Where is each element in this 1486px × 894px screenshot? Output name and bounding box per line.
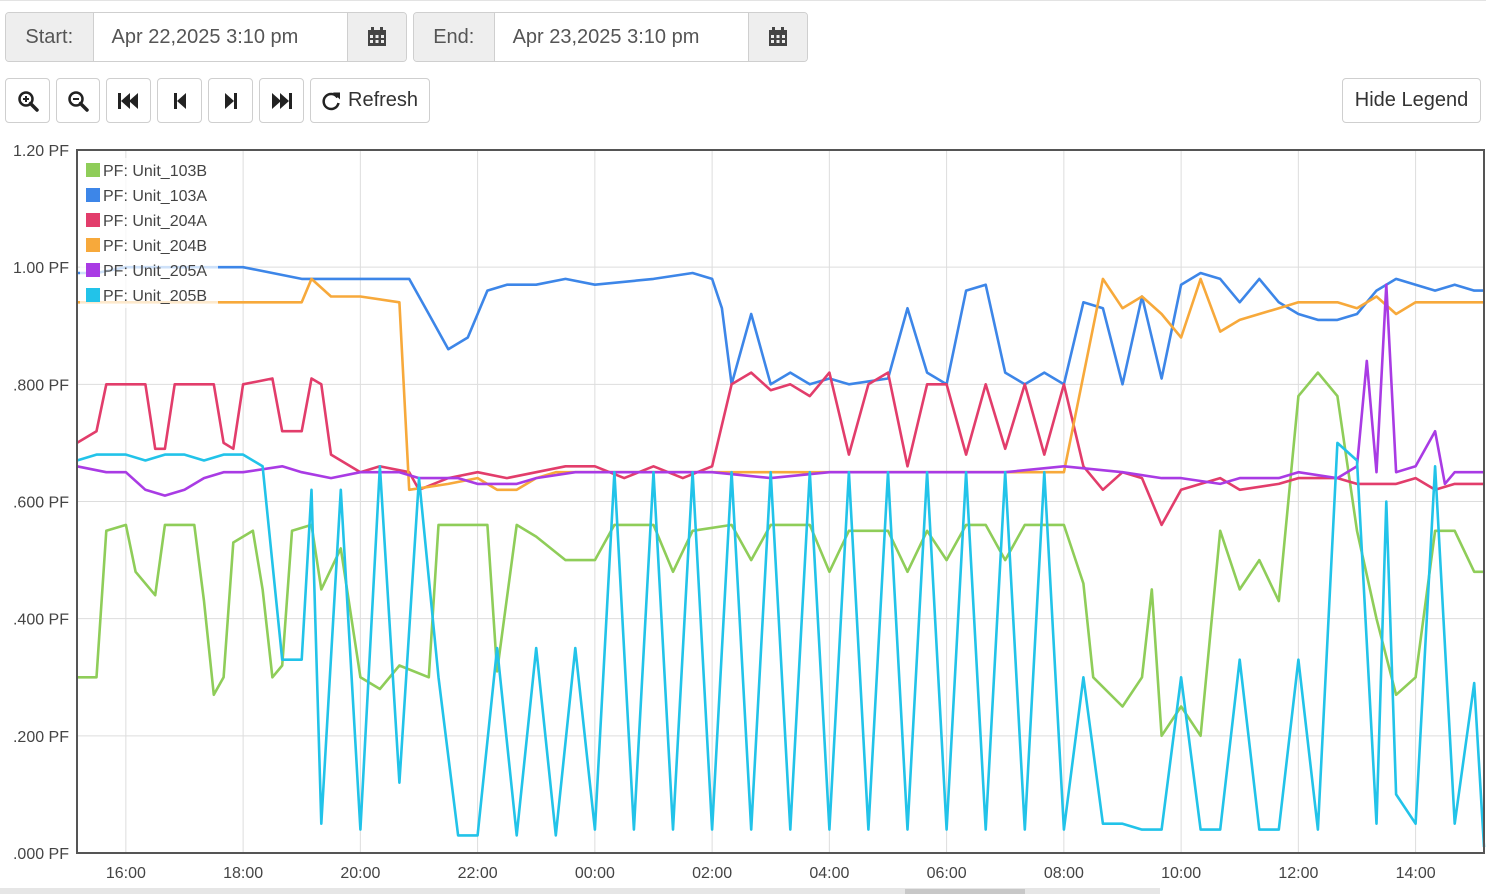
legend-background — [80, 158, 218, 308]
legend-entry: PF: Unit_103A — [103, 188, 207, 205]
x-tick-label: 04:00 — [809, 865, 849, 882]
start-label: Start: — [6, 13, 93, 61]
step-backward-button[interactable] — [157, 78, 202, 123]
x-tick-label: 22:00 — [458, 865, 498, 882]
step-forward-button[interactable] — [208, 78, 253, 123]
step-backward-icon — [173, 92, 186, 109]
series-line-5 — [76, 283, 1484, 497]
x-tick-label: 20:00 — [340, 865, 380, 882]
legend-swatch — [86, 263, 100, 277]
series-line-1 — [77, 371, 1484, 738]
x-tick-label: 10:00 — [1161, 865, 1201, 882]
legend-swatch — [86, 213, 100, 227]
legend-swatch — [86, 288, 100, 302]
start-date-input[interactable]: Apr 22,2025 3:10 pm — [92, 13, 349, 61]
y-tick-label: .200 PF — [13, 729, 69, 746]
series-line-2 — [77, 265, 1484, 386]
step-forward-icon — [224, 92, 237, 109]
x-tick-label: 14:00 — [1396, 865, 1436, 882]
legend-entry: PF: Unit_205A — [103, 263, 207, 280]
end-date-input[interactable]: Apr 23,2025 3:10 pm — [493, 13, 750, 61]
zoom-out-icon — [68, 90, 89, 112]
legend-entry: PF: Unit_205B — [103, 288, 207, 305]
legend-entry: PF: Unit_204A — [103, 213, 207, 230]
series-line-6 — [76, 441, 1486, 848]
y-tick-label: .800 PF — [13, 377, 69, 394]
refresh-icon — [322, 92, 340, 110]
x-tick-label: 02:00 — [692, 865, 732, 882]
fast-forward-button[interactable] — [259, 78, 304, 123]
x-tick-label: 12:00 — [1278, 865, 1318, 882]
fast-backward-icon — [117, 92, 138, 109]
zoom-in-button[interactable] — [5, 78, 50, 123]
fast-forward-icon — [271, 92, 292, 109]
y-tick-label: .400 PF — [13, 612, 69, 629]
zoom-out-button[interactable] — [56, 78, 100, 123]
zoom-in-icon — [17, 90, 39, 112]
y-tick-label: 1.00 PF — [13, 260, 69, 277]
hide-legend-button[interactable]: Hide Legend — [1342, 78, 1481, 123]
refresh-button[interactable]: Refresh — [310, 78, 430, 123]
legend-swatch — [86, 188, 100, 202]
calendar-icon — [368, 27, 387, 46]
x-tick-label: 06:00 — [927, 865, 967, 882]
series-line-3 — [76, 371, 1484, 527]
x-tick-label: 00:00 — [575, 865, 615, 882]
scrollbar-thumb[interactable] — [905, 889, 1025, 894]
x-tick-label: 18:00 — [223, 865, 263, 882]
y-tick-label: .000 PF — [13, 846, 69, 863]
end-date-group: End: Apr 23,2025 3:10 pm — [413, 12, 808, 62]
legend-swatch — [86, 163, 100, 177]
plot-area-frame — [76, 149, 1485, 854]
horizontal-scrollbar[interactable] — [0, 888, 1160, 894]
legend-swatch — [86, 238, 100, 252]
legend-entry: PF: Unit_103B — [103, 163, 207, 180]
end-calendar-button[interactable] — [749, 13, 807, 61]
start-date-group: Start: Apr 22,2025 3:10 pm — [5, 12, 407, 62]
calendar-icon — [769, 27, 788, 46]
y-tick-label: 1.20 PF — [13, 143, 69, 160]
legend-entry: PF: Unit_204B — [103, 238, 207, 255]
x-tick-label: 08:00 — [1044, 865, 1084, 882]
refresh-label: Refresh — [348, 89, 419, 111]
end-label: End: — [414, 13, 494, 61]
fast-backward-button[interactable] — [106, 78, 151, 123]
series-line-4 — [77, 277, 1484, 492]
top-border — [0, 0, 1486, 1]
start-calendar-button[interactable] — [348, 13, 406, 61]
y-tick-label: .600 PF — [13, 495, 69, 512]
x-tick-label: 16:00 — [106, 865, 146, 882]
